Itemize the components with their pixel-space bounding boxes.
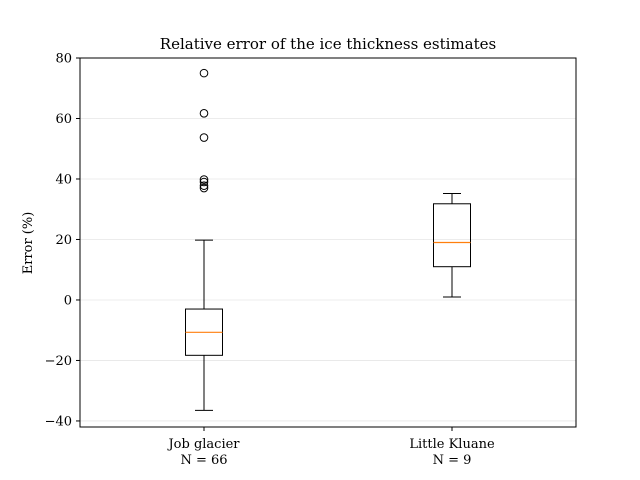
grid-lines <box>80 57 576 422</box>
y-tick-label: 60 <box>55 112 72 127</box>
outlier-point <box>199 133 209 142</box>
box-series <box>185 68 471 411</box>
y-tick-label: −20 <box>45 354 72 369</box>
y-tick-label: 40 <box>55 172 72 187</box>
chart-title: Relative error of the ice thickness esti… <box>160 35 496 53</box>
y-axis-label: Error (%) <box>21 212 36 275</box>
y-tick-label: 80 <box>55 52 72 67</box>
outlier-point <box>199 109 209 118</box>
outlier-point <box>199 68 209 78</box>
box-0 <box>185 68 223 411</box>
y-tick-label: −40 <box>45 414 72 429</box>
outlier-point <box>199 181 209 190</box>
y-tick-label: 20 <box>55 233 72 248</box>
x-tick-count-label: N = 66 <box>180 453 227 468</box>
outlier-point <box>199 183 209 193</box>
iqr-box <box>433 203 471 268</box>
box-1 <box>433 193 471 298</box>
x-tick-label: Little Kluane <box>409 437 495 452</box>
outlier-point <box>199 177 209 187</box>
plot-frame <box>79 57 577 428</box>
x-tick-label: Job glacier <box>166 437 240 452</box>
x-tick-count-label: N = 9 <box>433 453 472 468</box>
outlier-point <box>199 175 209 184</box>
y-tick-label: 0 <box>64 293 72 308</box>
